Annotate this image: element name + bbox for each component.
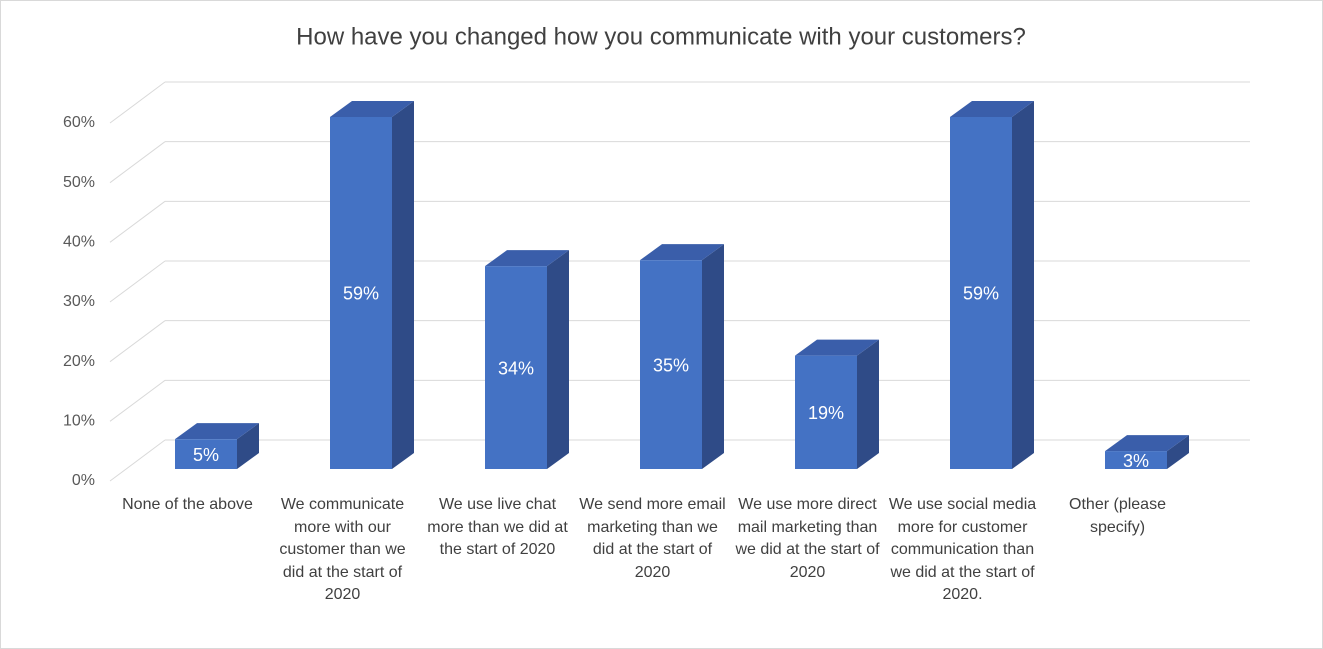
value-label: 59% (963, 284, 999, 304)
value-label: 59% (343, 284, 379, 304)
x-tick-label: We use more direct mail marketing than w… (735, 496, 880, 581)
bar (640, 260, 702, 469)
bar-side (1167, 435, 1189, 469)
value-label: 35% (653, 355, 689, 375)
value-label: 34% (498, 358, 534, 378)
bar-top (175, 423, 259, 440)
bar-side (547, 250, 569, 469)
grid-line (109, 379, 166, 422)
bar (175, 439, 237, 469)
value-label: 5% (193, 445, 219, 465)
y-tick-label: 10% (63, 413, 95, 430)
grid-line (109, 141, 166, 184)
bar (330, 116, 392, 469)
value-label: 19% (808, 403, 844, 423)
grid-line (109, 81, 166, 124)
bar-side (857, 339, 879, 469)
grid-line (109, 439, 166, 482)
x-tick-label: None of the above (122, 496, 253, 513)
x-tick-label: We use social media more for customer co… (888, 496, 1037, 603)
grid-line (109, 200, 166, 243)
chart-title: How have you changed how you communicate… (296, 23, 1026, 50)
bar-side (702, 244, 724, 469)
x-tick-label: We send more email marketing than we did… (579, 496, 726, 581)
y-tick-label: 0% (72, 472, 95, 489)
grid-line (109, 320, 166, 363)
grid-line (109, 260, 166, 303)
bar (795, 355, 857, 469)
bar-top (330, 100, 414, 117)
bar-top (950, 100, 1034, 117)
bar-side (237, 423, 259, 469)
bar-top (640, 244, 724, 261)
x-tick-label: We use live chat more than we did at the… (427, 496, 568, 558)
bar (485, 266, 547, 469)
y-tick-label: 40% (63, 234, 95, 251)
y-tick-label: 20% (63, 353, 95, 370)
value-label: 3% (1123, 451, 1149, 471)
y-tick-label: 50% (63, 174, 95, 191)
bar-side (1012, 100, 1034, 469)
bar-side (392, 100, 414, 469)
bar (1105, 451, 1167, 469)
bar-top (485, 250, 569, 267)
x-tick-label: We communicate more with our customer th… (279, 496, 406, 603)
bar-top (795, 339, 879, 356)
x-tick-label: Other (please specify) (1069, 496, 1166, 536)
bar-top (1105, 435, 1189, 452)
y-tick-label: 60% (63, 114, 95, 131)
y-tick-label: 30% (63, 293, 95, 310)
bar (950, 116, 1012, 469)
